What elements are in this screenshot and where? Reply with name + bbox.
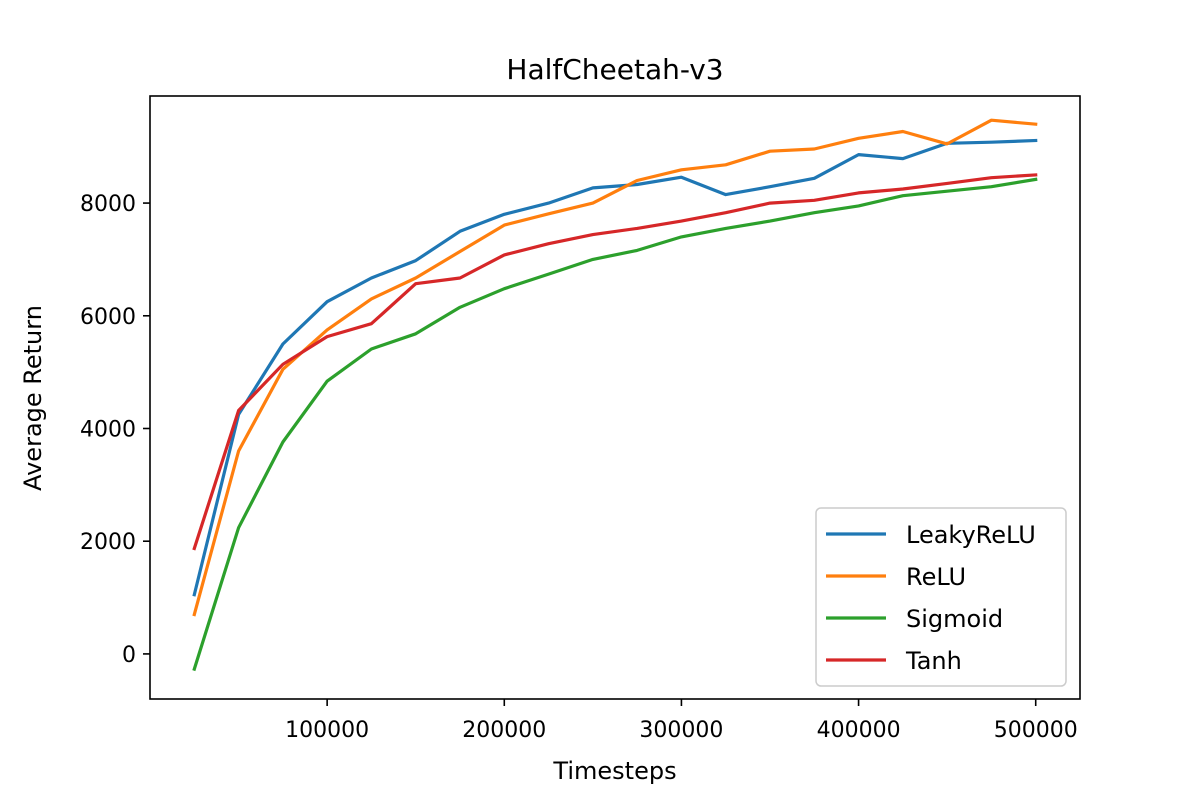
y-tick-label: 0 [122, 643, 136, 668]
series-line-relu [192, 118, 1038, 617]
legend-label-tanh: Tanh [905, 647, 962, 675]
legend-label-relu: ReLU [906, 563, 966, 591]
plot-area [192, 118, 1038, 672]
y-axis-ticks: 0 2000 4000 6000 8000 [80, 192, 150, 668]
legend-label-leakyrelu: LeakyReLU [906, 521, 1036, 549]
legend-frame [815, 507, 1067, 687]
legend: LeakyReLU ReLU Sigmoid Tanh [815, 507, 1067, 687]
x-tick-label: 500000 [994, 718, 1078, 743]
x-tick-label: 300000 [639, 718, 723, 743]
x-tick-label: 100000 [285, 718, 369, 743]
x-axis-label: Timesteps [552, 757, 676, 785]
series-line-tanh [192, 173, 1038, 551]
x-tick-label: 400000 [817, 718, 901, 743]
series-line-sigmoid [192, 177, 1038, 672]
series-line-leakyrelu [192, 138, 1038, 597]
plot-frame [149, 95, 1081, 700]
chart-title: HalfCheetah-v3 [506, 53, 723, 86]
y-tick-label: 6000 [80, 305, 136, 330]
y-tick-label: 2000 [80, 530, 136, 555]
legend-label-sigmoid: Sigmoid [906, 605, 1003, 633]
y-tick-label: 8000 [80, 192, 136, 217]
x-axis-ticks: 100000 200000 300000 400000 500000 [285, 699, 1078, 743]
y-tick-label: 4000 [80, 417, 136, 442]
y-axis-label: Average Return [19, 305, 47, 491]
x-tick-label: 200000 [462, 718, 546, 743]
